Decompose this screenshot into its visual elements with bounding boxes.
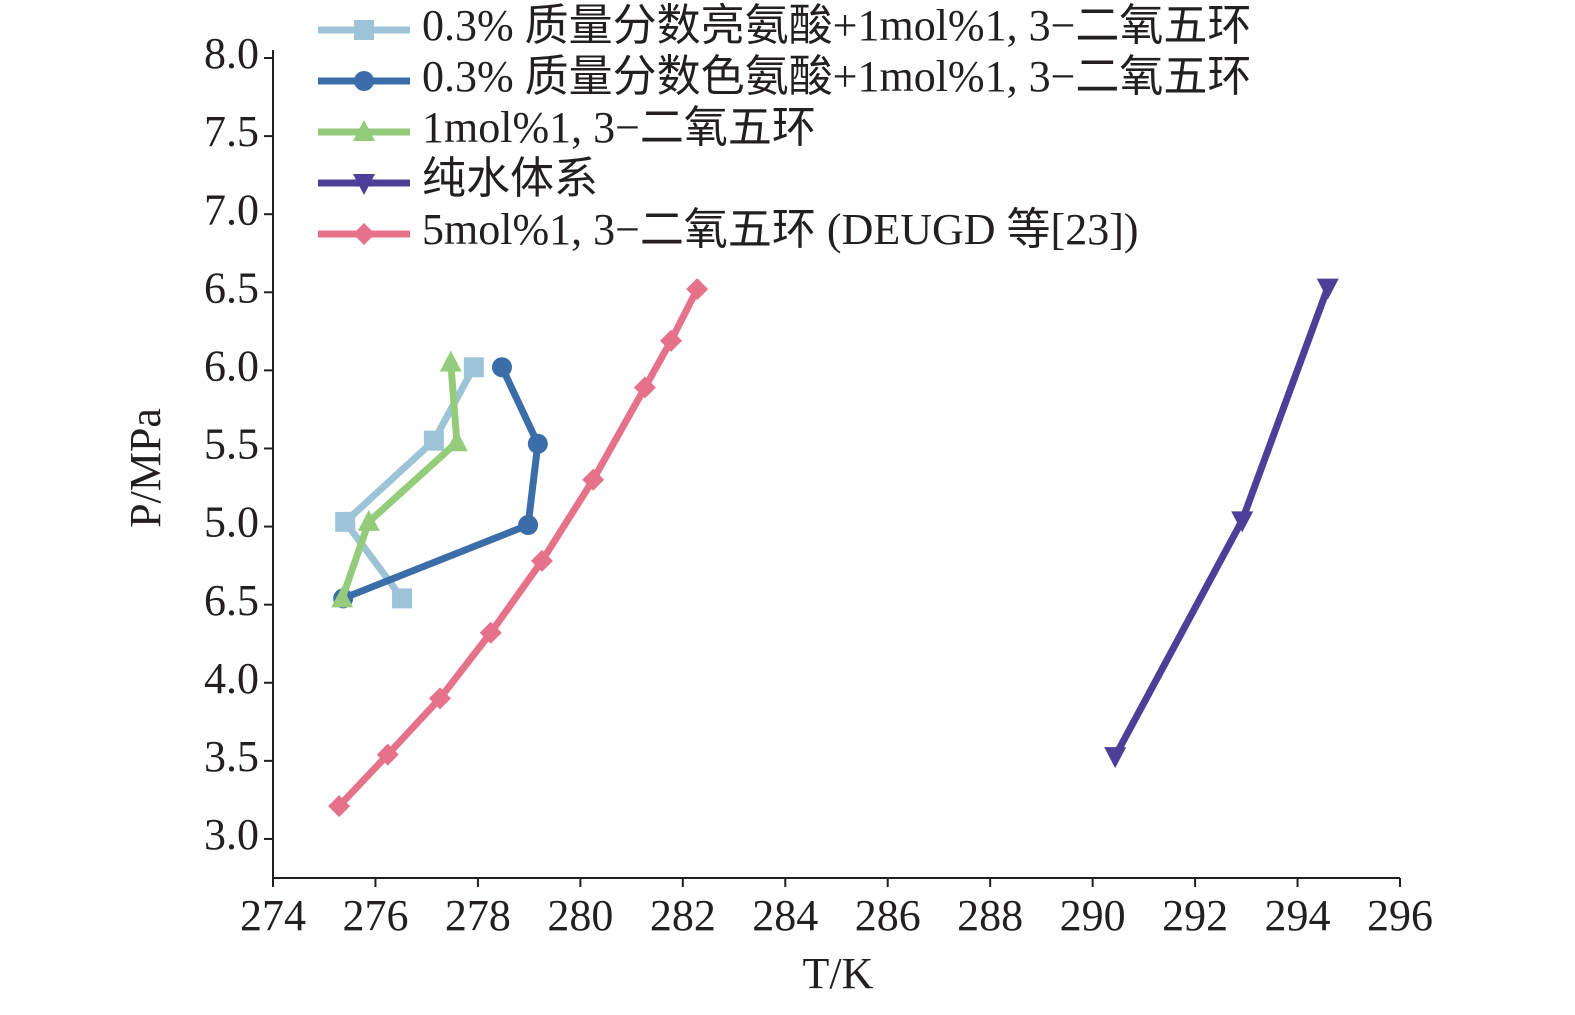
y-axis-label: P/MPa (121, 408, 170, 528)
data-point (1316, 278, 1339, 300)
data-point (328, 795, 351, 818)
data-point (633, 376, 656, 399)
data-point (429, 687, 452, 710)
x-tick-label: 276 (342, 891, 408, 940)
y-tick-label: 5.0 (204, 498, 259, 547)
y-tick-label: 8.0 (204, 29, 259, 78)
series-line (338, 362, 461, 600)
series-line (1112, 286, 1332, 758)
x-tick-label: 278 (445, 891, 511, 940)
x-tick-label: 292 (1162, 891, 1228, 940)
x-tick-label: 290 (1060, 891, 1126, 940)
data-point (463, 357, 484, 378)
y-tick-label: 6.5 (204, 576, 259, 625)
legend-marker (353, 120, 375, 141)
data-point (1104, 747, 1127, 769)
legend-label: 0.3% 质量分数色氨酸+1mol%1, 3−二氧五环 (422, 52, 1251, 101)
data-point (445, 430, 468, 452)
x-tick-label: 288 (957, 891, 1023, 940)
data-point (479, 621, 502, 644)
legend-label: 0.3% 质量分数亮氨酸+1mol%1, 3−二氧五环 (422, 1, 1251, 50)
series-line (336, 287, 701, 809)
x-axis-label: T/K (803, 949, 874, 998)
data-point (530, 549, 553, 572)
x-tick-label: 274 (240, 891, 306, 940)
y-tick-label: 3.5 (204, 732, 259, 781)
y-tick-label: 7.0 (204, 185, 259, 234)
data-point (518, 515, 539, 536)
y-tick-label: 7.5 (204, 107, 259, 156)
x-tick-label: 282 (650, 891, 716, 940)
legend-marker (353, 223, 375, 245)
data-point (491, 357, 512, 378)
x-tick-label: 296 (1367, 891, 1433, 940)
data-point (439, 350, 462, 372)
series-line (341, 365, 542, 602)
data-point (686, 278, 709, 301)
x-tick-label: 284 (752, 891, 818, 940)
data-point (582, 468, 605, 491)
data-point (335, 511, 356, 532)
y-tick-label: 4.0 (204, 654, 259, 703)
data-point (1231, 511, 1254, 533)
y-tick-label: 3.0 (204, 810, 259, 859)
data-point (423, 430, 444, 451)
legend-marker (353, 174, 375, 195)
x-tick-label: 286 (855, 891, 921, 940)
legend-label: 1mol%1, 3−二氧五环 (422, 103, 816, 152)
data-point (376, 743, 399, 766)
data-point (527, 433, 548, 454)
legend-label: 纯水体系 (422, 154, 598, 203)
data-point (660, 329, 683, 352)
legend-label: 5mol%1, 3−二氧五环 (DEUGD 等[23]) (422, 205, 1139, 254)
legend-marker (354, 20, 374, 40)
data-point (357, 509, 380, 531)
legend-marker (354, 71, 374, 91)
y-tick-label: 5.5 (204, 420, 259, 469)
x-tick-label: 294 (1265, 891, 1331, 940)
data-point (392, 588, 413, 609)
y-tick-label: 6.5 (204, 263, 259, 312)
data-point (331, 586, 354, 608)
y-tick-label: 6.0 (204, 341, 259, 390)
x-tick-label: 280 (547, 891, 613, 940)
